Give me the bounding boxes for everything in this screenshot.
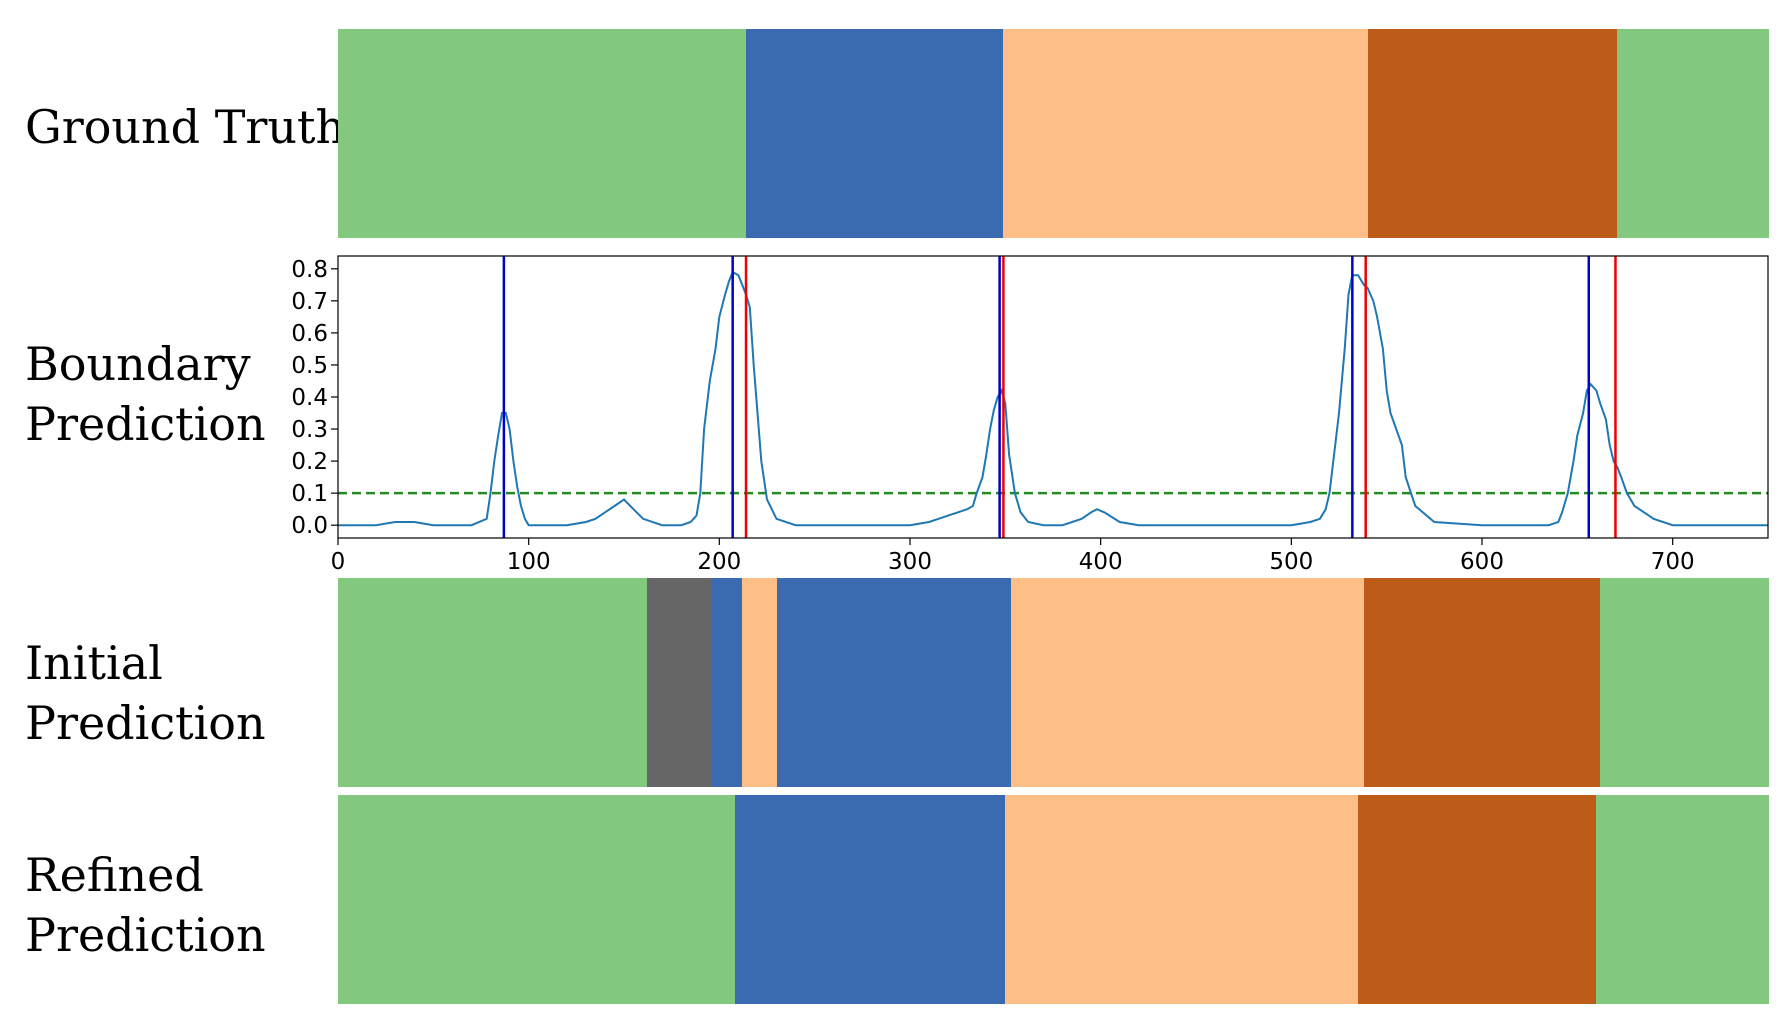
segment-blue <box>734 795 1007 1004</box>
segment-blue <box>746 29 1005 238</box>
x-tick-label: 300 <box>888 549 932 575</box>
label-boundary-prediction: Boundary Prediction <box>25 337 266 451</box>
segment-gray <box>646 578 713 787</box>
segment-peach <box>1011 578 1365 787</box>
y-tick-label: 0.8 <box>291 257 328 283</box>
initial-prediction-bar <box>338 578 1769 787</box>
segment-green <box>338 795 736 1004</box>
label-initial-prediction: Initial Prediction <box>25 636 266 750</box>
x-tick-label: 200 <box>697 549 741 575</box>
segment-peach <box>742 578 778 787</box>
y-tick-label: 0.5 <box>291 353 328 379</box>
segment-green <box>338 578 648 787</box>
boundary-prediction-chart: 0 100 200 300 400 500 600 700 0.0 0.1 0.2 0.3 0.4 0.5… <box>291 255 1769 575</box>
y-tick-label: 0.7 <box>291 289 328 315</box>
segment-brown <box>1363 578 1601 787</box>
segment-peach <box>1003 29 1369 238</box>
segment-brown <box>1358 795 1598 1004</box>
segment-brown <box>1367 29 1619 238</box>
segment-peach <box>1005 795 1359 1004</box>
y-tick-label: 0.0 <box>291 513 328 539</box>
x-tick-label: 700 <box>1651 549 1695 575</box>
segment-green <box>1617 29 1769 238</box>
x-tick-label: 600 <box>1460 549 1504 575</box>
segment-green <box>338 29 747 238</box>
x-tick-label: 100 <box>507 549 551 575</box>
segment-green <box>1600 578 1769 787</box>
segment-green <box>1596 795 1769 1004</box>
label-refined-prediction: Refined Prediction <box>25 848 266 962</box>
y-tick-label: 0.2 <box>291 449 328 475</box>
plot-frame <box>337 255 1769 539</box>
x-tick-label: 500 <box>1269 549 1313 575</box>
x-tick-label: 400 <box>1079 549 1123 575</box>
segment-blue <box>776 578 1012 787</box>
segment-blue <box>711 578 743 787</box>
boundary-score-line <box>338 270 1768 527</box>
label-ground-truth: Ground Truth <box>25 100 346 154</box>
x-tick-label: 0 <box>331 549 346 575</box>
y-tick-label: 0.3 <box>291 417 328 443</box>
y-tick-label: 0.4 <box>291 385 328 411</box>
refined-prediction-bar <box>338 795 1769 1004</box>
ground-truth-bar <box>338 29 1769 238</box>
y-tick-label: 0.6 <box>291 321 328 347</box>
y-tick-label: 0.1 <box>291 481 328 507</box>
